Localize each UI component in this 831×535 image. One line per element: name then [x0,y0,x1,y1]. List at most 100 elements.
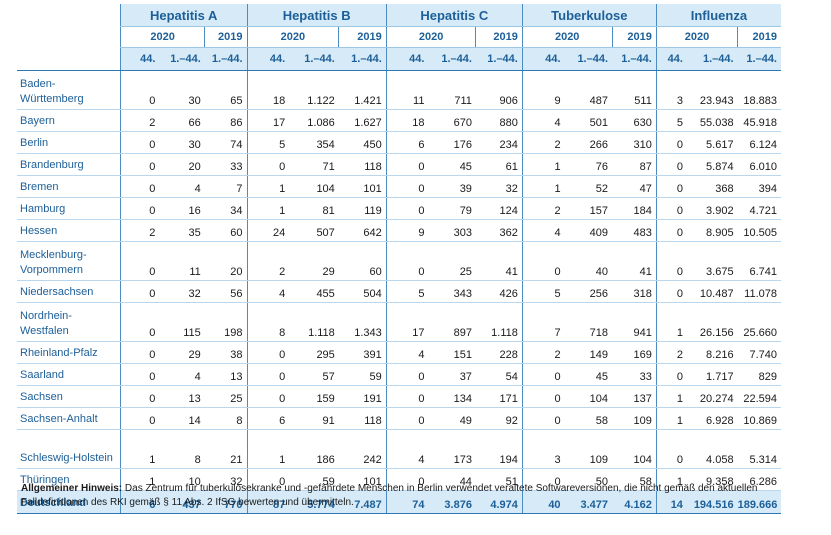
value-cell: 2 [246,241,290,281]
value-cell: 0 [385,175,429,198]
year-header-2019: 2019 [611,26,657,48]
state-name: Rheinland-Pfalz [17,341,121,364]
state-name: Hessen [17,219,121,242]
value-cell: 1.717 [686,363,738,386]
value-cell: 3 [655,70,687,110]
value-cell: 159 [289,385,339,408]
value-cell: 8.905 [686,219,738,242]
value-cell: 40 [521,490,565,514]
value-cell: 426 [475,280,523,303]
value-cell: 234 [475,131,523,154]
value-cell: 1 [521,153,565,176]
value-cell: 0 [119,302,160,342]
value-cell: 41 [612,241,657,281]
value-cell: 45 [564,363,613,386]
general-note: Allgemeiner Hinweis: Das Zentrum für tub… [21,482,801,510]
value-cell: 5.774 [289,490,339,514]
value-cell: 66 [159,109,205,132]
note-text: Das Zentrum für tuberkulosekranke und -g… [21,483,758,508]
year-header-2019: 2019 [204,26,248,48]
value-cell: 4.058 [686,429,738,469]
value-cell: 3.477 [564,490,613,514]
week-header: 44. [119,47,160,71]
value-cell: 266 [564,131,613,154]
value-cell: 101 [338,175,387,198]
value-cell: 0 [119,153,160,176]
value-cell: 711 [428,70,476,110]
value-cell: 134 [428,385,476,408]
week-header: 1.–44. [159,47,205,71]
value-cell: 4 [159,175,205,198]
value-cell: 198 [204,302,248,342]
state-name: Bremen [17,175,121,198]
value-cell: 1.086 [289,109,339,132]
value-cell: 20 [159,153,205,176]
table-header: Hepatitis A Hepatitis B Hepatitis C Tuberku… [17,4,781,71]
value-cell: 0 [119,197,160,220]
value-cell: 1.118 [289,302,339,342]
value-cell: 0 [521,363,565,386]
value-cell: 23.943 [686,70,738,110]
value-cell: 4.721 [737,197,781,220]
value-cell: 4 [385,429,429,469]
value-cell: 0 [385,197,429,220]
state-name: Bayern [17,109,121,132]
value-cell: 35 [159,219,205,242]
value-cell: 4 [521,109,565,132]
value-cell: 7 [521,302,565,342]
value-cell: 1.118 [475,302,523,342]
value-cell: 38 [204,341,248,364]
value-cell: 109 [612,407,657,430]
year-header-2020: 2020 [521,26,613,48]
value-cell: 186 [289,429,339,469]
value-cell: 52 [564,175,613,198]
value-cell: 0 [385,407,429,430]
value-cell: 157 [564,197,613,220]
value-cell: 941 [612,302,657,342]
value-cell: 5.617 [686,131,738,154]
value-cell: 14 [159,407,205,430]
value-cell: 450 [338,131,387,154]
value-cell: 91 [289,407,339,430]
value-cell: 61 [475,153,523,176]
value-cell: 1 [246,429,290,469]
value-cell: 630 [612,109,657,132]
value-cell: 0 [246,363,290,386]
value-cell: 504 [338,280,387,303]
value-cell: 56 [204,280,248,303]
value-cell: 507 [289,219,339,242]
disease-header: Hepatitis A [119,4,248,27]
value-cell: 104 [564,385,613,408]
value-cell: 33 [204,153,248,176]
value-cell: 119 [338,197,387,220]
value-cell: 10.487 [686,280,738,303]
value-cell: 303 [428,219,476,242]
value-cell: 354 [289,131,339,154]
value-cell: 2 [521,341,565,364]
value-cell: 1.421 [338,70,387,110]
table-row: Mecklenburg-Vorpommern 0 11 20 2 29 60 0 25 41 0 40… [17,241,781,281]
value-cell: 0 [119,175,160,198]
value-cell: 6 [119,490,160,514]
value-cell: 1 [119,429,160,469]
value-cell: 4.974 [475,490,523,514]
value-cell: 115 [159,302,205,342]
value-cell: 176 [428,131,476,154]
value-cell: 6 [385,131,429,154]
value-cell: 17 [246,109,290,132]
year-header-2020: 2020 [246,26,339,48]
value-cell: 92 [475,407,523,430]
value-cell: 770 [204,490,248,514]
table-row: Bayern 2 66 86 17 1.086 1.627 18 670 880 4 501 630 5 5… [17,109,781,132]
table-row: Hamburg 0 16 34 1 81 119 0 79 124 2 157 184 0 3.902 4.7… [17,197,781,220]
header-blank [17,4,121,27]
value-cell: 18 [385,109,429,132]
value-cell: 7.740 [737,341,781,364]
table-row: Sachsen 0 13 25 0 159 191 0 134 171 0 104 137 1 20.274… [17,385,781,408]
value-cell: 189.666 [737,490,781,514]
state-name: Schleswig-Holstein [17,429,121,469]
value-cell: 2 [521,131,565,154]
value-cell: 11.078 [737,280,781,303]
table-row: Brandenburg 0 20 33 0 71 118 0 45 61 1 76 87 0 5.874 6.… [17,153,781,176]
table-row: Berlin 0 30 74 5 354 450 6 176 234 2 266 310 0 5.617 6.… [17,131,781,154]
